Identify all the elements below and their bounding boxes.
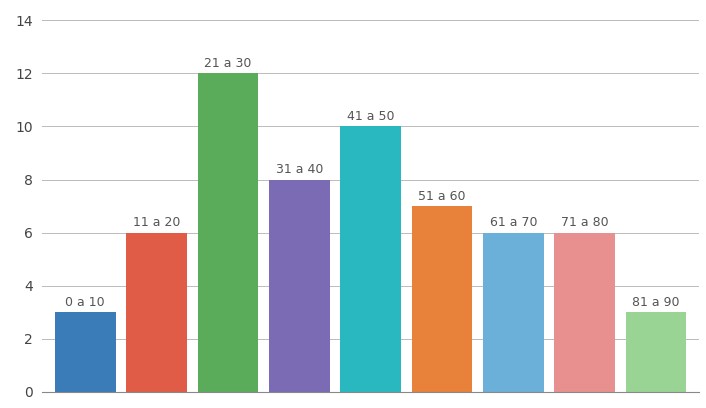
Bar <box>626 312 686 392</box>
Text: 41 a 50: 41 a 50 <box>347 110 395 123</box>
Bar <box>554 233 615 392</box>
Text: 51 a 60: 51 a 60 <box>418 190 466 203</box>
Text: 71 a 80: 71 a 80 <box>561 216 609 229</box>
Bar <box>340 126 401 392</box>
Text: 11 a 20: 11 a 20 <box>133 216 180 229</box>
Bar <box>483 233 544 392</box>
Bar <box>126 233 187 392</box>
Bar <box>412 206 472 392</box>
Text: 31 a 40: 31 a 40 <box>275 163 323 176</box>
Bar <box>198 73 258 392</box>
Text: 81 a 90: 81 a 90 <box>633 296 680 309</box>
Text: 21 a 30: 21 a 30 <box>204 57 251 70</box>
Text: 61 a 70: 61 a 70 <box>490 216 537 229</box>
Bar <box>55 312 116 392</box>
Text: 0 a 10: 0 a 10 <box>66 296 105 309</box>
Bar <box>269 180 330 392</box>
